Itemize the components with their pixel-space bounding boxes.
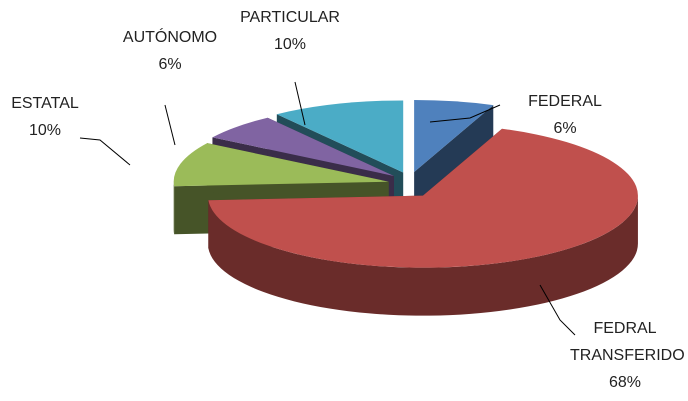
category-label: FEDERAL xyxy=(528,93,602,110)
slice xyxy=(212,117,394,176)
slice-label: ESTATAL 10% xyxy=(0,90,105,144)
slice-label: AUTÓNOMO 6% xyxy=(110,24,230,78)
value-label: 68% xyxy=(608,374,642,391)
slice xyxy=(414,100,494,173)
value-label: 10% xyxy=(273,36,307,53)
slice-label: FEDRAL TRANSFERIDO 68% xyxy=(570,315,685,396)
slice xyxy=(276,100,404,173)
leader-line xyxy=(429,104,501,123)
value-label: 6% xyxy=(553,120,577,137)
category-label: AUTÓNOMO xyxy=(122,29,218,46)
slice xyxy=(208,128,638,268)
slice-label: FEDERAL 6% xyxy=(505,88,625,142)
category-label: ESTATAL xyxy=(11,95,79,112)
category-label: FEDRAL TRANSFERIDO xyxy=(570,320,685,364)
slice-label: PARTICULAR 10% xyxy=(230,4,350,58)
slice-side xyxy=(208,195,638,316)
slice xyxy=(173,143,389,187)
leader-line xyxy=(164,104,176,146)
leader-line xyxy=(294,81,306,126)
leader-line xyxy=(79,137,131,166)
category-label: PARTICULAR xyxy=(240,9,340,26)
leader-line xyxy=(539,284,576,336)
value-label: 10% xyxy=(28,122,62,139)
value-label: 6% xyxy=(158,56,182,73)
